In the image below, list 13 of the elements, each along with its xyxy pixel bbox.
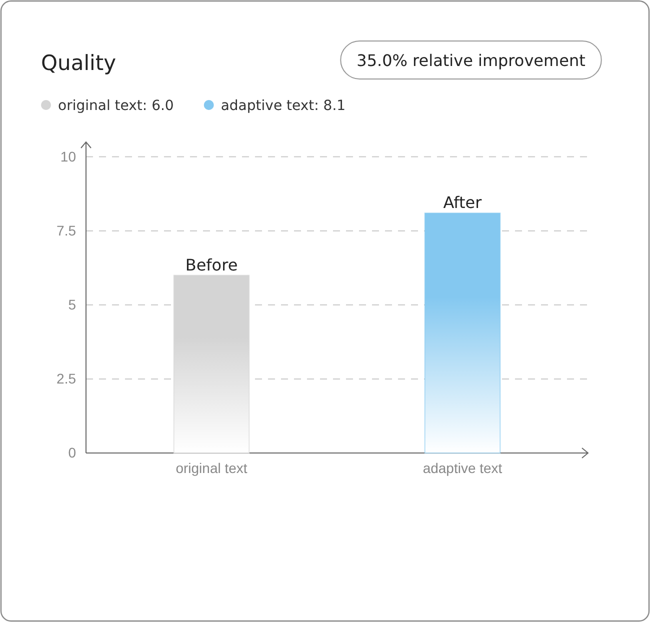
- y-tick-label: 5: [68, 296, 76, 312]
- y-tick-label: 2.5: [56, 370, 76, 386]
- x-tick-label: adaptive text: [422, 460, 502, 476]
- annotation: Before: [185, 255, 238, 274]
- legend-label: original text: 6.0: [58, 98, 174, 114]
- x-tick-label: original text: [176, 460, 248, 476]
- y-tick-label: 10: [60, 148, 76, 164]
- y-tick-label: 0: [68, 444, 76, 460]
- text: 35.0% relative improvement: [356, 51, 586, 70]
- annotation: After: [443, 193, 482, 212]
- chart-title: Quality: [41, 51, 116, 75]
- legend-label: adaptive text: 8.1: [220, 98, 346, 114]
- y-tick-label: 7.5: [56, 222, 76, 238]
